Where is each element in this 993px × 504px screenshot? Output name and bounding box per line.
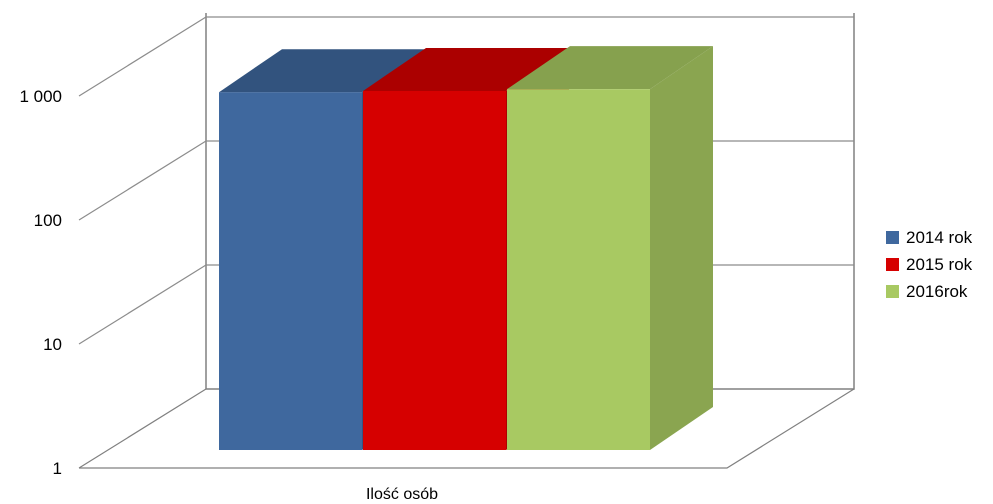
y-tick-label: 1 000 (19, 87, 62, 106)
legend-swatch-2015 (886, 258, 899, 271)
bar-front-face (363, 90, 506, 451)
bar-2016rok (507, 46, 713, 450)
legend-label-2016: 2016rok (906, 281, 968, 301)
y-tick-label: 100 (34, 211, 62, 230)
y-axis-ticks: 1 10 100 1 000 (19, 87, 62, 478)
legend-swatch-2016 (886, 285, 899, 298)
bars (219, 46, 713, 451)
floor (79, 388, 855, 469)
bar-top-face (363, 47, 569, 91)
x-axis-categories: Ilość osób (366, 486, 438, 503)
legend-label-2015: 2015 rok (906, 254, 973, 274)
legend-label-2014: 2014 rok (906, 227, 973, 247)
bar-top-face (507, 46, 713, 90)
bar-front-face (219, 92, 362, 450)
legend-item-2015: 2015 rok (886, 251, 972, 278)
legend-swatch-2014 (886, 231, 899, 244)
bar-top-face (219, 49, 425, 93)
legend: 2014 rok 2015 rok 2016rok (886, 224, 972, 305)
legend-item-2014: 2014 rok (886, 224, 972, 251)
x-category-label: Ilość osób (366, 486, 438, 503)
side-wall-bottom-edge (78, 388, 207, 469)
gridline-side (78, 140, 207, 221)
bar-side-face (650, 46, 713, 450)
legend-item-2016: 2016rok (886, 278, 972, 305)
bar-front-face (507, 89, 650, 450)
y-tick-label: 1 (53, 459, 62, 478)
gridline-side (78, 16, 207, 97)
gridline-side (78, 264, 207, 345)
y-tick-label: 10 (43, 335, 62, 354)
